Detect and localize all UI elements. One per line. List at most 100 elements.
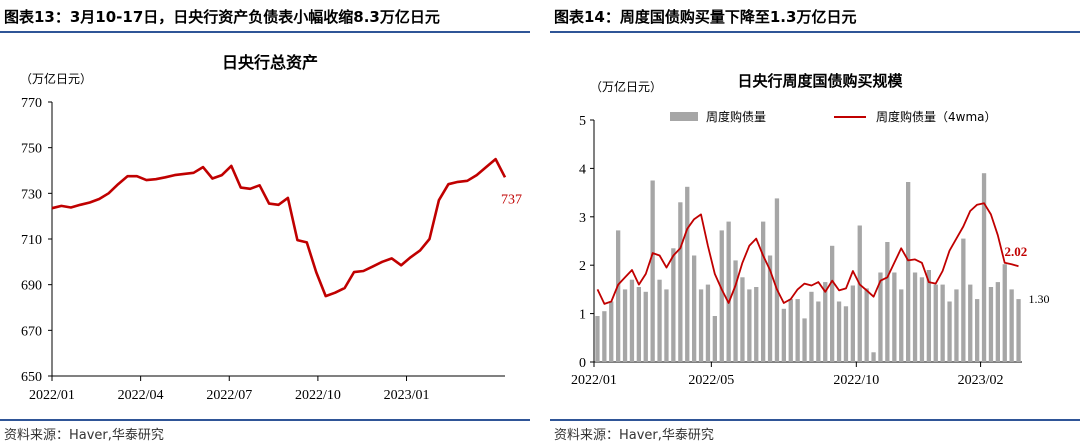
bar-series [595, 173, 1021, 362]
bar [705, 284, 711, 362]
x-tick-label: 2023/01 [384, 388, 430, 403]
x-tick-label: 2022/05 [688, 373, 734, 388]
series-layer [51, 157, 507, 298]
bar [871, 352, 876, 362]
source-note-left: 资料来源：Haver,华泰研究 [4, 428, 164, 443]
bar [912, 272, 918, 362]
legend-label-line: 周度购债量（4wma） [876, 109, 997, 124]
bar [961, 238, 966, 362]
chart-title: 日央行总资产 [222, 53, 318, 72]
unit-label: （万亿日元） [590, 79, 662, 94]
x-tick-label: 2022/10 [833, 373, 879, 388]
bar [712, 316, 717, 362]
bar [836, 301, 842, 362]
y-tick-label: 2 [579, 259, 586, 274]
bar [864, 288, 869, 362]
bar [995, 282, 1000, 362]
bar [616, 230, 621, 362]
bar [692, 255, 697, 362]
bar [947, 301, 952, 362]
jgb-purchase-chart: 日央行周度国债购买规模 （万亿日元） 周度购债量 周度购债量（4wma） 0 1 2… [571, 72, 1049, 388]
bar [885, 242, 890, 362]
bar [823, 282, 828, 362]
bar [602, 311, 607, 362]
bar [850, 285, 855, 362]
legend-swatch-bar [670, 112, 698, 121]
x-tick-label: 2023/02 [958, 373, 1004, 388]
y-tick-label: 4 [579, 162, 586, 177]
bar [1016, 299, 1021, 362]
bar [906, 182, 911, 362]
right-panel: 图表14：周度国债购买量下降至1.3万亿日元 日央行周度国债购买规模 （万亿日元… [550, 0, 1080, 448]
figure-title-left: 图表13：3月10-17日，日央行资产负债表小幅收缩8.3万亿日元 [4, 8, 440, 26]
bar [830, 245, 835, 362]
bar [975, 299, 980, 362]
bar [678, 202, 683, 362]
bar [761, 221, 766, 362]
end-label: 737 [501, 192, 522, 207]
bar [657, 279, 662, 362]
line-series [596, 202, 1019, 305]
total-assets-line [51, 157, 507, 298]
bar [767, 255, 773, 362]
bar [733, 260, 738, 362]
y-tick-label: 730 [21, 187, 42, 202]
bar [636, 287, 641, 362]
bar [1002, 264, 1007, 362]
x-tick-label: 2022/10 [295, 388, 341, 403]
end-label-line: 2.02 [1005, 244, 1028, 259]
title-rule-left [0, 31, 530, 33]
legend: 周度购债量 周度购债量（4wma） [670, 109, 997, 124]
bar [981, 173, 987, 362]
bar [643, 291, 648, 362]
bar [609, 301, 614, 362]
bar [774, 198, 780, 362]
bar [685, 186, 690, 362]
bar [698, 289, 704, 362]
bar [671, 248, 676, 362]
y-tick-label: 5 [579, 114, 586, 129]
bar [754, 287, 759, 362]
y-tick-label: 0 [579, 356, 586, 371]
bar [629, 279, 635, 362]
bar [719, 230, 724, 362]
bar [919, 277, 925, 362]
y-tick-label: 650 [21, 370, 42, 385]
y-tick-label: 1 [579, 308, 586, 323]
bar [843, 306, 849, 362]
bar [892, 272, 897, 362]
bar [809, 291, 814, 362]
x-tick-label: 2022/07 [206, 388, 252, 403]
bar [1009, 289, 1014, 362]
axes: 650 670 690 710 730 750 770 2022/01 2022/04 2022/… [21, 96, 505, 403]
bar [940, 284, 945, 362]
footer-rule-right [550, 419, 1080, 421]
left-panel: 图表13：3月10-17日，日央行资产负债表小幅收缩8.3万亿日元 日央行总资产… [0, 0, 530, 448]
total-assets-chart: 日央行总资产 （万亿日元） 650 670 690 710 730 750 770 2022/… [20, 53, 522, 403]
bar [968, 284, 973, 362]
chart-title: 日央行周度国债购买规模 [737, 72, 903, 90]
source-note-right: 资料来源：Haver,华泰研究 [554, 428, 714, 443]
y-tick-label: 770 [21, 96, 42, 111]
bar [954, 289, 959, 362]
y-tick-label: 710 [21, 233, 42, 248]
x-tick-label: 2022/01 [29, 388, 75, 403]
bar [747, 289, 752, 362]
wma-line [596, 202, 1019, 305]
bar [781, 308, 786, 362]
bar [595, 316, 600, 362]
bar [926, 270, 931, 362]
figure-title-right: 图表14：周度国债购买量下降至1.3万亿日元 [554, 8, 857, 26]
bar [899, 289, 904, 362]
x-tick-label: 2022/04 [118, 388, 164, 403]
bar [878, 272, 883, 362]
y-tick-label: 670 [21, 324, 42, 339]
bar [988, 287, 994, 362]
bar [622, 289, 628, 362]
bar [726, 221, 731, 362]
title-rule-right [550, 31, 1080, 33]
bar [740, 277, 745, 362]
bar [664, 289, 669, 362]
bar [857, 225, 862, 362]
